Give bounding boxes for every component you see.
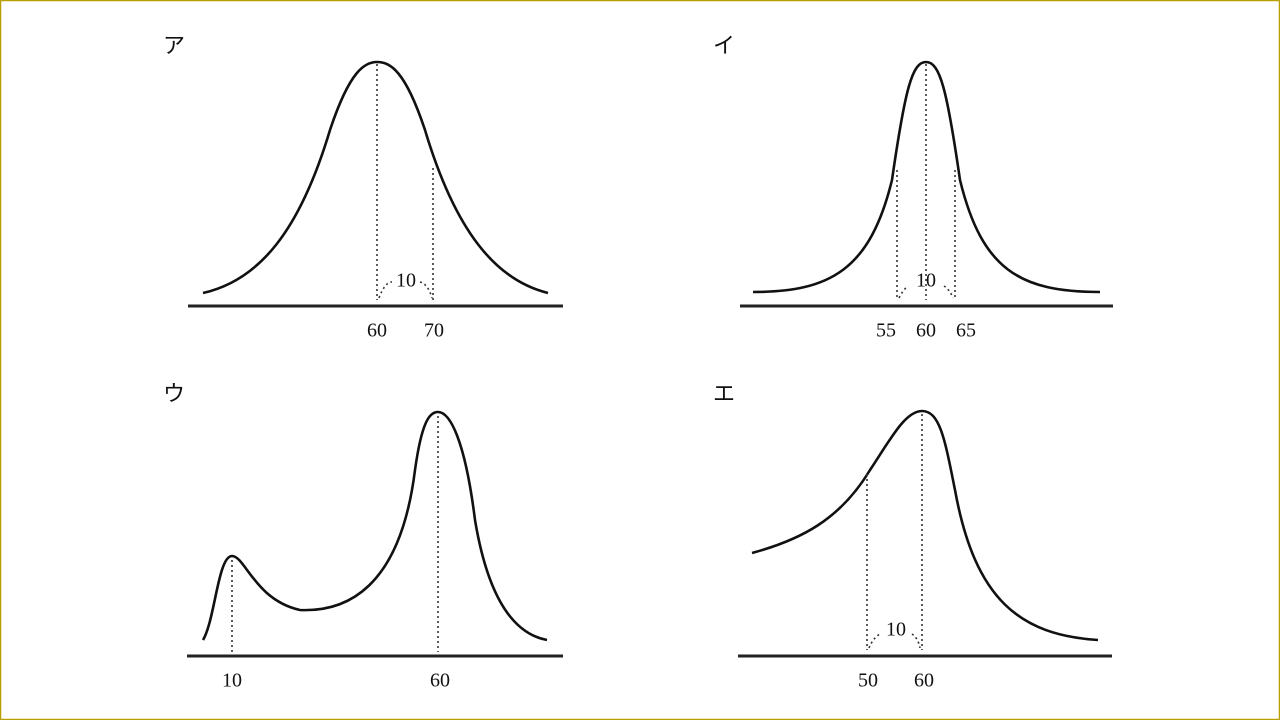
tick-label: 70: [424, 320, 444, 342]
panel-a: ア 10 60 70: [163, 33, 563, 342]
width-label: 10: [886, 619, 906, 641]
width-bracket: [378, 281, 433, 299]
panel-i: イ 10 55 60 65: [713, 33, 1113, 342]
panel-label: エ: [713, 381, 735, 406]
curve: [751, 409, 1099, 642]
width-bracket: [898, 285, 954, 299]
width-label: 10: [396, 270, 416, 292]
width-bracket: [868, 633, 921, 649]
tick-label: 50: [858, 670, 878, 692]
panel-label: ア: [163, 33, 185, 58]
curve: [202, 60, 549, 295]
panel-label: イ: [713, 33, 735, 58]
tick-label: 60: [916, 320, 936, 342]
curve: [201, 410, 548, 642]
width-label: 10: [916, 270, 936, 292]
panel-u: ウ 10 60: [163, 381, 563, 692]
tick-label: 10: [222, 670, 242, 692]
tick-label: 60: [367, 320, 387, 342]
tick-label: 60: [914, 670, 934, 692]
tick-label: 55: [876, 320, 896, 342]
tick-label: 60: [430, 670, 450, 692]
tick-label: 65: [956, 320, 976, 342]
curve: [752, 60, 1101, 294]
panel-e: エ 10 50 60: [713, 381, 1112, 692]
panel-label: ウ: [163, 381, 185, 406]
